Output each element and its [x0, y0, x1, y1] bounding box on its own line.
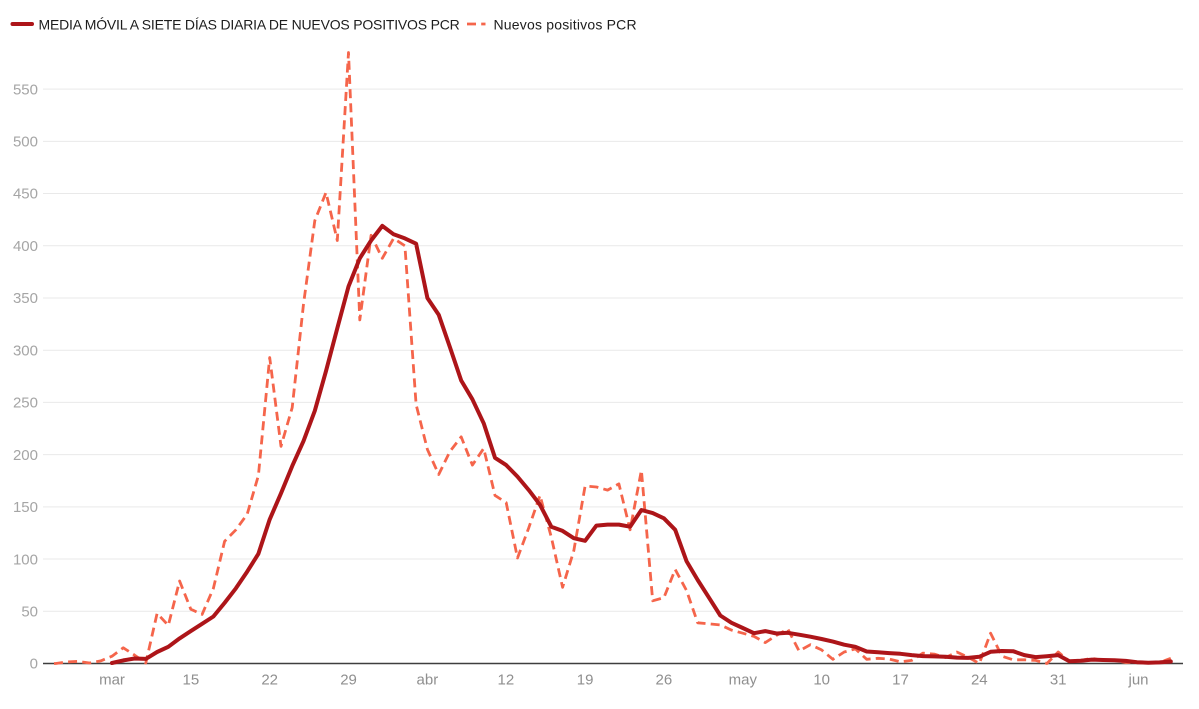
svg-text:jun: jun [1127, 672, 1148, 689]
svg-text:0: 0 [30, 656, 38, 673]
svg-text:may: may [729, 672, 758, 689]
svg-text:10: 10 [813, 672, 830, 689]
svg-text:400: 400 [13, 238, 38, 255]
svg-text:550: 550 [13, 81, 38, 98]
svg-text:350: 350 [13, 290, 38, 307]
svg-text:300: 300 [13, 342, 38, 359]
svg-text:mar: mar [99, 672, 125, 689]
svg-text:17: 17 [892, 672, 909, 689]
svg-text:MEDIA MÓVIL A SIETE DÍAS DIARI: MEDIA MÓVIL A SIETE DÍAS DIARIA DE NUEVO… [39, 17, 460, 33]
svg-text:22: 22 [261, 672, 278, 689]
svg-text:450: 450 [13, 186, 38, 203]
svg-text:150: 150 [13, 499, 38, 516]
svg-text:15: 15 [183, 672, 200, 689]
svg-text:19: 19 [577, 672, 594, 689]
svg-text:Nuevos positivos PCR: Nuevos positivos PCR [494, 17, 637, 33]
svg-text:31: 31 [1050, 672, 1067, 689]
svg-text:26: 26 [656, 672, 673, 689]
svg-text:200: 200 [13, 447, 38, 464]
svg-text:abr: abr [417, 672, 439, 689]
svg-text:12: 12 [498, 672, 515, 689]
svg-text:24: 24 [971, 672, 988, 689]
svg-text:50: 50 [21, 604, 38, 621]
svg-text:100: 100 [13, 551, 38, 568]
svg-text:250: 250 [13, 395, 38, 412]
svg-text:500: 500 [13, 134, 38, 151]
svg-text:29: 29 [340, 672, 357, 689]
